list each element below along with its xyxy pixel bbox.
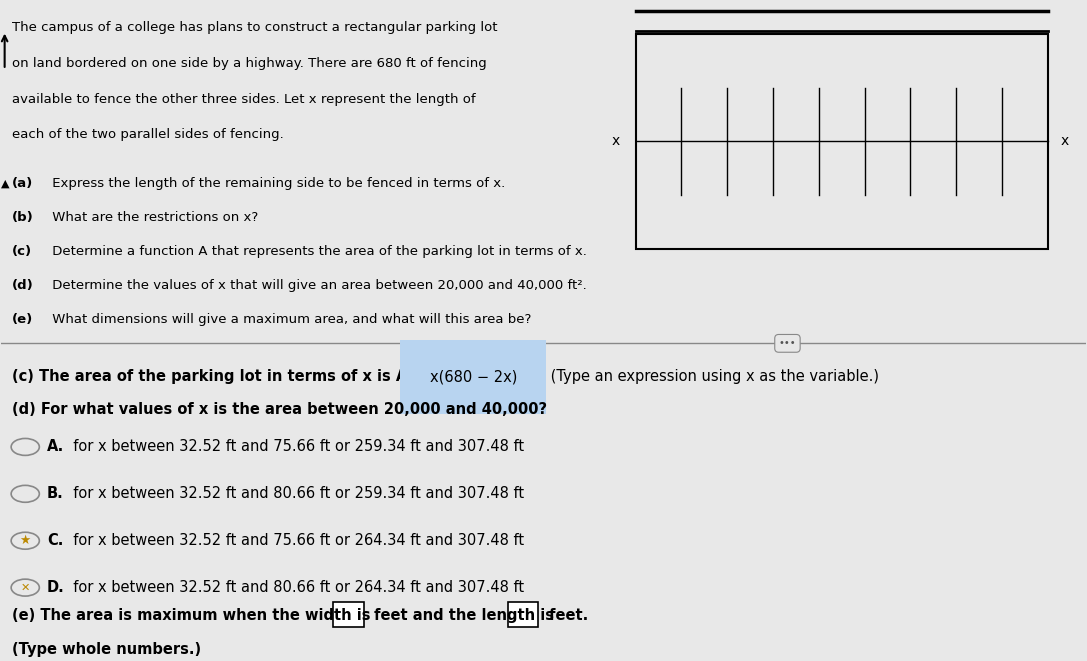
Text: B.: B. [47,486,64,501]
Text: ✕: ✕ [21,582,30,593]
Text: (c) The area of the parking lot in terms of x is A(x) =: (c) The area of the parking lot in terms… [12,369,452,385]
Text: for x between 32.52 ft and 75.66 ft or 264.34 ft and 307.48 ft: for x between 32.52 ft and 75.66 ft or 2… [64,533,524,548]
Text: What are the restrictions on x?: What are the restrictions on x? [48,211,259,224]
Text: (e) The area is maximum when the width is: (e) The area is maximum when the width i… [12,609,376,623]
Text: (b): (b) [12,211,34,224]
Text: feet.: feet. [544,609,588,623]
Text: for x between 32.52 ft and 80.66 ft or 264.34 ft and 307.48 ft: for x between 32.52 ft and 80.66 ft or 2… [64,580,524,595]
Text: (e): (e) [12,313,34,326]
Bar [333,602,363,627]
Text: •••: ••• [778,338,797,348]
Text: x: x [611,134,620,149]
Text: (a): (a) [12,177,34,190]
Text: for x between 32.52 ft and 80.66 ft or 259.34 ft and 307.48 ft: for x between 32.52 ft and 80.66 ft or 2… [64,486,524,501]
Text: (Type whole numbers.): (Type whole numbers.) [12,642,201,657]
Text: C.: C. [47,533,63,548]
Text: (d) For what values of x is the area between 20,000 and 40,000?: (d) For what values of x is the area bet… [12,402,548,417]
Text: (d): (d) [12,279,34,292]
Text: D.: D. [47,580,64,595]
Text: (Type an expression using x as the variable.): (Type an expression using x as the varia… [546,369,878,385]
Text: The campus of a college has plans to construct a rectangular parking lot: The campus of a college has plans to con… [12,21,498,34]
Text: Determine the values of x that will give an area between 20,000 and 40,000 ft².: Determine the values of x that will give… [48,279,587,292]
Text: Express the length of the remaining side to be fenced in terms of x.: Express the length of the remaining side… [48,177,505,190]
Text: What dimensions will give a maximum area, and what will this area be?: What dimensions will give a maximum area… [48,313,532,326]
Text: x: x [1061,134,1069,149]
Text: for x between 32.52 ft and 75.66 ft or 259.34 ft and 307.48 ft: for x between 32.52 ft and 75.66 ft or 2… [64,439,524,454]
Text: Determine a function A that represents the area of the parking lot in terms of x: Determine a function A that represents t… [48,245,587,258]
Text: x(680 − 2x): x(680 − 2x) [429,369,517,385]
Text: on land bordered on one side by a highway. There are 680 ft of fencing: on land bordered on one side by a highwa… [12,57,487,70]
Text: each of the two parallel sides of fencing.: each of the two parallel sides of fencin… [12,128,284,141]
Text: A.: A. [47,439,64,454]
Text: ▲: ▲ [1,178,10,189]
Bar [508,602,538,627]
Text: available to fence the other three sides. Let x represent the length of: available to fence the other three sides… [12,93,476,106]
Text: (c): (c) [12,245,33,258]
Text: ★: ★ [20,534,30,547]
Text: feet and the length is: feet and the length is [368,609,559,623]
